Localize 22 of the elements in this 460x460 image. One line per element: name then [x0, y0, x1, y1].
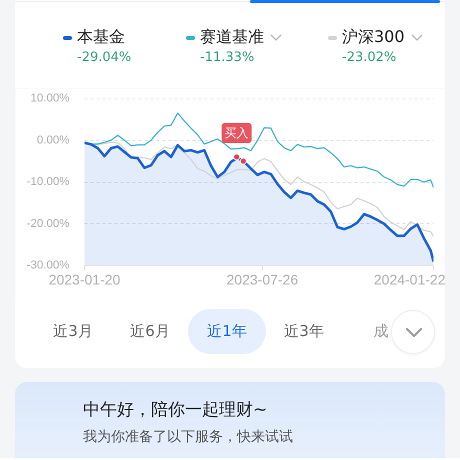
y-tick-label: 0.00%	[36, 134, 70, 146]
y-tick-label: -10.00%	[26, 176, 70, 188]
legend-label: 沪深300	[342, 27, 405, 46]
text: 近3年	[284, 321, 324, 341]
x-tick-label: 2023-01-20	[48, 272, 121, 288]
text: 我为你准备了以下服务，快来试试	[83, 428, 293, 447]
annotation: 买入	[224, 126, 249, 140]
legend-label: 赛道基准	[200, 27, 264, 46]
y-tick-label: -30.00%	[26, 260, 70, 272]
legend-label: 本基金	[77, 27, 125, 46]
text: 近1年	[207, 321, 247, 341]
text: 近6月	[130, 321, 170, 341]
text: 中午好，陪你一起理财~	[83, 400, 268, 420]
text: 近3月	[53, 321, 93, 341]
x-tick-label: 2024-01-22	[374, 272, 446, 288]
x-tick-label: 2023-07-26	[226, 272, 298, 288]
text: -23.02%	[342, 49, 396, 67]
y-tick-label: 10.00%	[30, 92, 70, 104]
y-tick-label: -20.00%	[26, 218, 70, 230]
text: 成	[374, 321, 388, 341]
text: -29.04%	[77, 49, 132, 67]
text: -11.33%	[200, 49, 254, 67]
